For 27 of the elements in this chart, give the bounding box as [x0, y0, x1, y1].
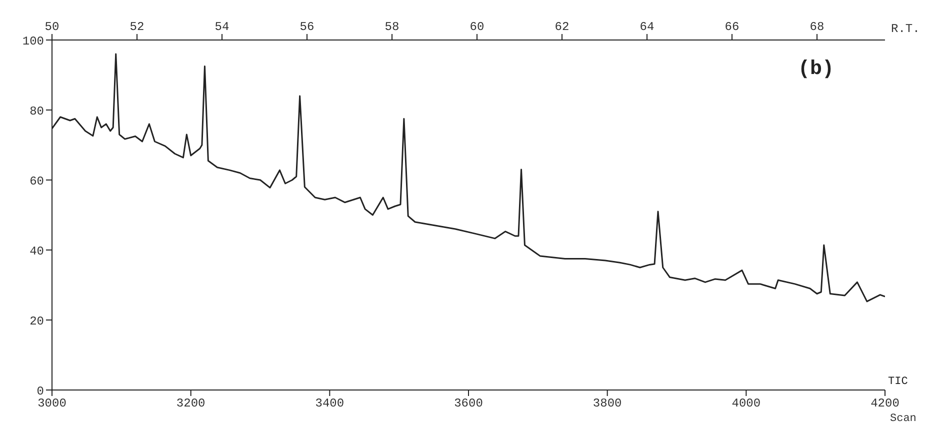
x-tick-label: 4000: [732, 396, 761, 411]
x-tick-label: 3800: [592, 396, 622, 411]
x2-tick-label: 60: [470, 20, 484, 34]
y-tick-label: 80: [30, 104, 44, 118]
y-tick-label: 60: [30, 174, 44, 188]
annotation: (b): [798, 58, 834, 81]
x2-axis-title: R.T.: [891, 22, 920, 36]
x-tick-label: 3000: [38, 396, 66, 411]
y-tick-label: 100: [22, 34, 44, 48]
x2-tick-label: 68: [810, 20, 824, 34]
x2-tick-label: 58: [384, 20, 400, 34]
x2-tick-label: 54: [214, 20, 230, 34]
y-tick-label: 0: [36, 384, 44, 398]
x2-tick-label: 62: [554, 20, 570, 34]
x-tick-label: 3400: [315, 396, 344, 411]
x2-tick-label: 56: [300, 20, 314, 34]
x2-tick-label: 50: [44, 20, 60, 34]
y-tick-label: 40: [30, 244, 44, 258]
y-tick-label: 20: [30, 314, 44, 328]
x2-tick-label: 52: [130, 20, 144, 34]
x2-tick-label: 64: [640, 20, 654, 34]
x-axis-title: Scan: [890, 412, 916, 425]
x2-tick-label: 66: [724, 20, 740, 34]
x-tick-label: 4200: [870, 396, 900, 411]
x-tick-label: 3200: [176, 396, 206, 411]
x-tick-label: 3600: [454, 396, 483, 411]
text: TIC: [888, 376, 908, 388]
